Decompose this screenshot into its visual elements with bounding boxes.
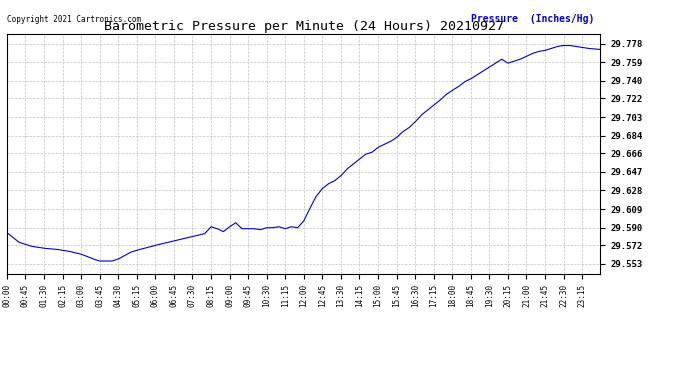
Text: Pressure  (Inches/Hg): Pressure (Inches/Hg) — [471, 14, 594, 24]
Text: Copyright 2021 Cartronics.com: Copyright 2021 Cartronics.com — [7, 15, 141, 24]
Title: Barometric Pressure per Minute (24 Hours) 20210927: Barometric Pressure per Minute (24 Hours… — [104, 20, 504, 33]
